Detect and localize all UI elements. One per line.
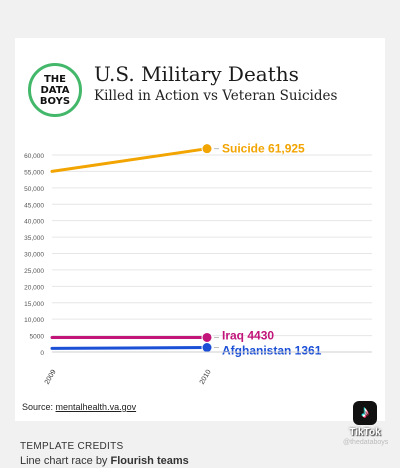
series-line bbox=[50, 147, 209, 173]
y-tick-label: 20,000 bbox=[24, 284, 44, 291]
y-tick-label: 5000 bbox=[30, 334, 45, 341]
tiktok-wordmark: TikTok bbox=[349, 427, 381, 438]
series-end-point bbox=[201, 143, 213, 155]
logo-line-3: BOYS bbox=[39, 95, 71, 107]
source-prefix: Source: bbox=[22, 402, 56, 412]
y-tick-label: 40,000 bbox=[24, 219, 44, 226]
chart-subtitle: Killed in Action vs Veteran Suicides bbox=[94, 88, 338, 104]
series-end-label: Afghanistan 1361 bbox=[222, 344, 322, 358]
tiktok-note-icon: ♪ bbox=[353, 401, 377, 425]
y-tick-label: 15,000 bbox=[24, 301, 44, 308]
y-tick-label: 10,000 bbox=[24, 317, 44, 324]
template-credits-heading: TEMPLATE CREDITS bbox=[20, 441, 124, 452]
series-end-point bbox=[201, 342, 213, 354]
tiktok-handle: @thedataboys bbox=[343, 439, 389, 446]
series-line bbox=[50, 346, 209, 350]
y-tick-label: 55,000 bbox=[24, 169, 44, 176]
y-tick-label: 0 bbox=[40, 350, 44, 357]
y-tick-label: 60,000 bbox=[24, 153, 44, 160]
credits-bold: Flourish teams bbox=[110, 455, 189, 467]
series-end-label: Iraq 4430 bbox=[222, 328, 274, 342]
source-note: Source: mentalhealth.va.gov bbox=[22, 402, 136, 412]
x-tick-label: 2009 bbox=[44, 369, 58, 386]
logo-line-2: DATA bbox=[40, 84, 70, 96]
line-chart: 0 5000 10,000 15,000 20,000 25,000 30,000 35,00… bbox=[24, 142, 372, 386]
y-tick-label: 50,000 bbox=[24, 186, 44, 193]
series-end-label: Suicide 61,925 bbox=[222, 142, 305, 156]
chart-title: U.S. Military Deaths bbox=[94, 62, 299, 86]
series-end-point bbox=[201, 331, 213, 343]
y-tick-label: 45,000 bbox=[24, 202, 44, 209]
y-tick-label: 25,000 bbox=[24, 268, 44, 275]
template-credits-text: Line chart race by Flourish teams bbox=[20, 455, 189, 467]
x-tick-label: 2010 bbox=[199, 369, 213, 386]
y-tick-label: 30,000 bbox=[24, 252, 44, 259]
y-tick-label: 35,000 bbox=[24, 235, 44, 242]
data-boys-logo: THE DATA BOYS bbox=[28, 63, 82, 117]
tiktok-watermark: ♪ TikTok @thedataboys bbox=[343, 401, 389, 451]
credits-text: Line chart race by bbox=[20, 455, 111, 467]
source-link[interactable]: mentalhealth.va.gov bbox=[55, 402, 137, 412]
logo-line-1: THE bbox=[43, 73, 67, 85]
